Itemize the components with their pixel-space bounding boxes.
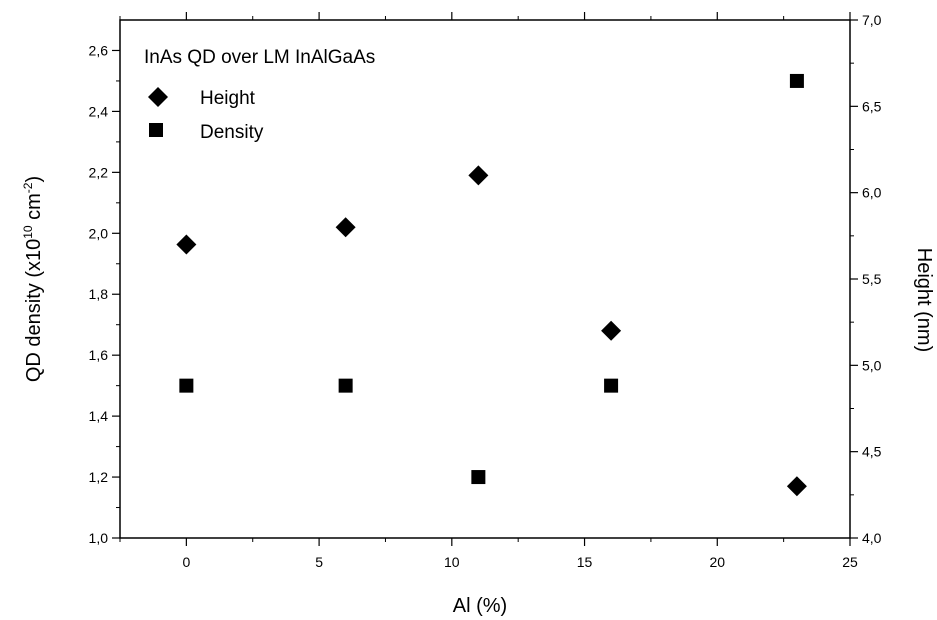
- legend: InAs QD over LM InAlGaAs Height Density: [144, 47, 375, 143]
- y-left-tick-label: 2,4: [89, 103, 109, 119]
- height-point: [468, 165, 489, 186]
- y-right-tick-label: 5,0: [862, 357, 882, 373]
- y-left-tick-label: 1,2: [89, 469, 109, 485]
- y-left-tick-label: 1,0: [89, 530, 109, 546]
- x-tick-label: 20: [709, 554, 725, 570]
- y-right-tick-label: 6,0: [862, 185, 882, 201]
- y-right-tick-label: 6,5: [862, 98, 882, 114]
- density-point: [179, 378, 194, 393]
- y-left-title-end: ): [23, 176, 45, 183]
- height-point: [335, 217, 356, 238]
- y-axis-left-title: QD density (x1010 cm-2): [21, 176, 45, 382]
- y-right-tick-label: 4,0: [862, 530, 882, 546]
- y-left-tick-label: 1,4: [89, 408, 109, 424]
- height-point: [601, 320, 622, 341]
- density-point: [604, 378, 619, 393]
- x-tick-label: 0: [182, 554, 190, 570]
- y-right-tick-label: 4,5: [862, 444, 882, 460]
- x-tick-label: 15: [577, 554, 593, 570]
- x-tick-label: 5: [315, 554, 323, 570]
- height-point: [176, 234, 197, 255]
- legend-label-height: Height: [200, 88, 256, 109]
- ticks-layer: 0 5 10 15 20 25 1,0 1,2 1,4 1,6 1,8 2,0 2,2 2,4 2,6 4,0…: [89, 12, 882, 570]
- y-right-tick-label: 5,5: [862, 271, 882, 287]
- legend-label-density: Density: [200, 122, 264, 143]
- density-point: [338, 378, 353, 393]
- y-left-title-base: QD density (x10: [23, 239, 45, 382]
- density-point: [471, 470, 486, 485]
- y-right-tick-label: 7,0: [862, 12, 882, 28]
- y-left-tick-label: 2,6: [89, 42, 109, 58]
- height-point: [786, 476, 807, 497]
- y-left-title-exp2: -2: [21, 182, 35, 193]
- y-left-title-exp1: 10: [21, 225, 35, 239]
- y-left-tick-label: 1,8: [89, 286, 109, 302]
- x-axis-title: Al (%): [453, 595, 507, 617]
- legend-title: InAs QD over LM InAlGaAs: [144, 47, 375, 68]
- x-tick-label: 10: [444, 554, 460, 570]
- legend-marker-height: [148, 87, 168, 107]
- points-layer: [176, 73, 807, 497]
- y-left-tick-label: 2,2: [89, 164, 109, 180]
- y-left-tick-label: 2,0: [89, 225, 109, 241]
- y-left-title-mid: cm: [23, 193, 45, 225]
- x-tick-label: 25: [842, 554, 858, 570]
- y-left-tick-label: 1,6: [89, 347, 109, 363]
- density-point: [789, 73, 804, 88]
- legend-marker-density: [149, 123, 163, 137]
- y-axis-right-title: Height (nm): [913, 248, 935, 352]
